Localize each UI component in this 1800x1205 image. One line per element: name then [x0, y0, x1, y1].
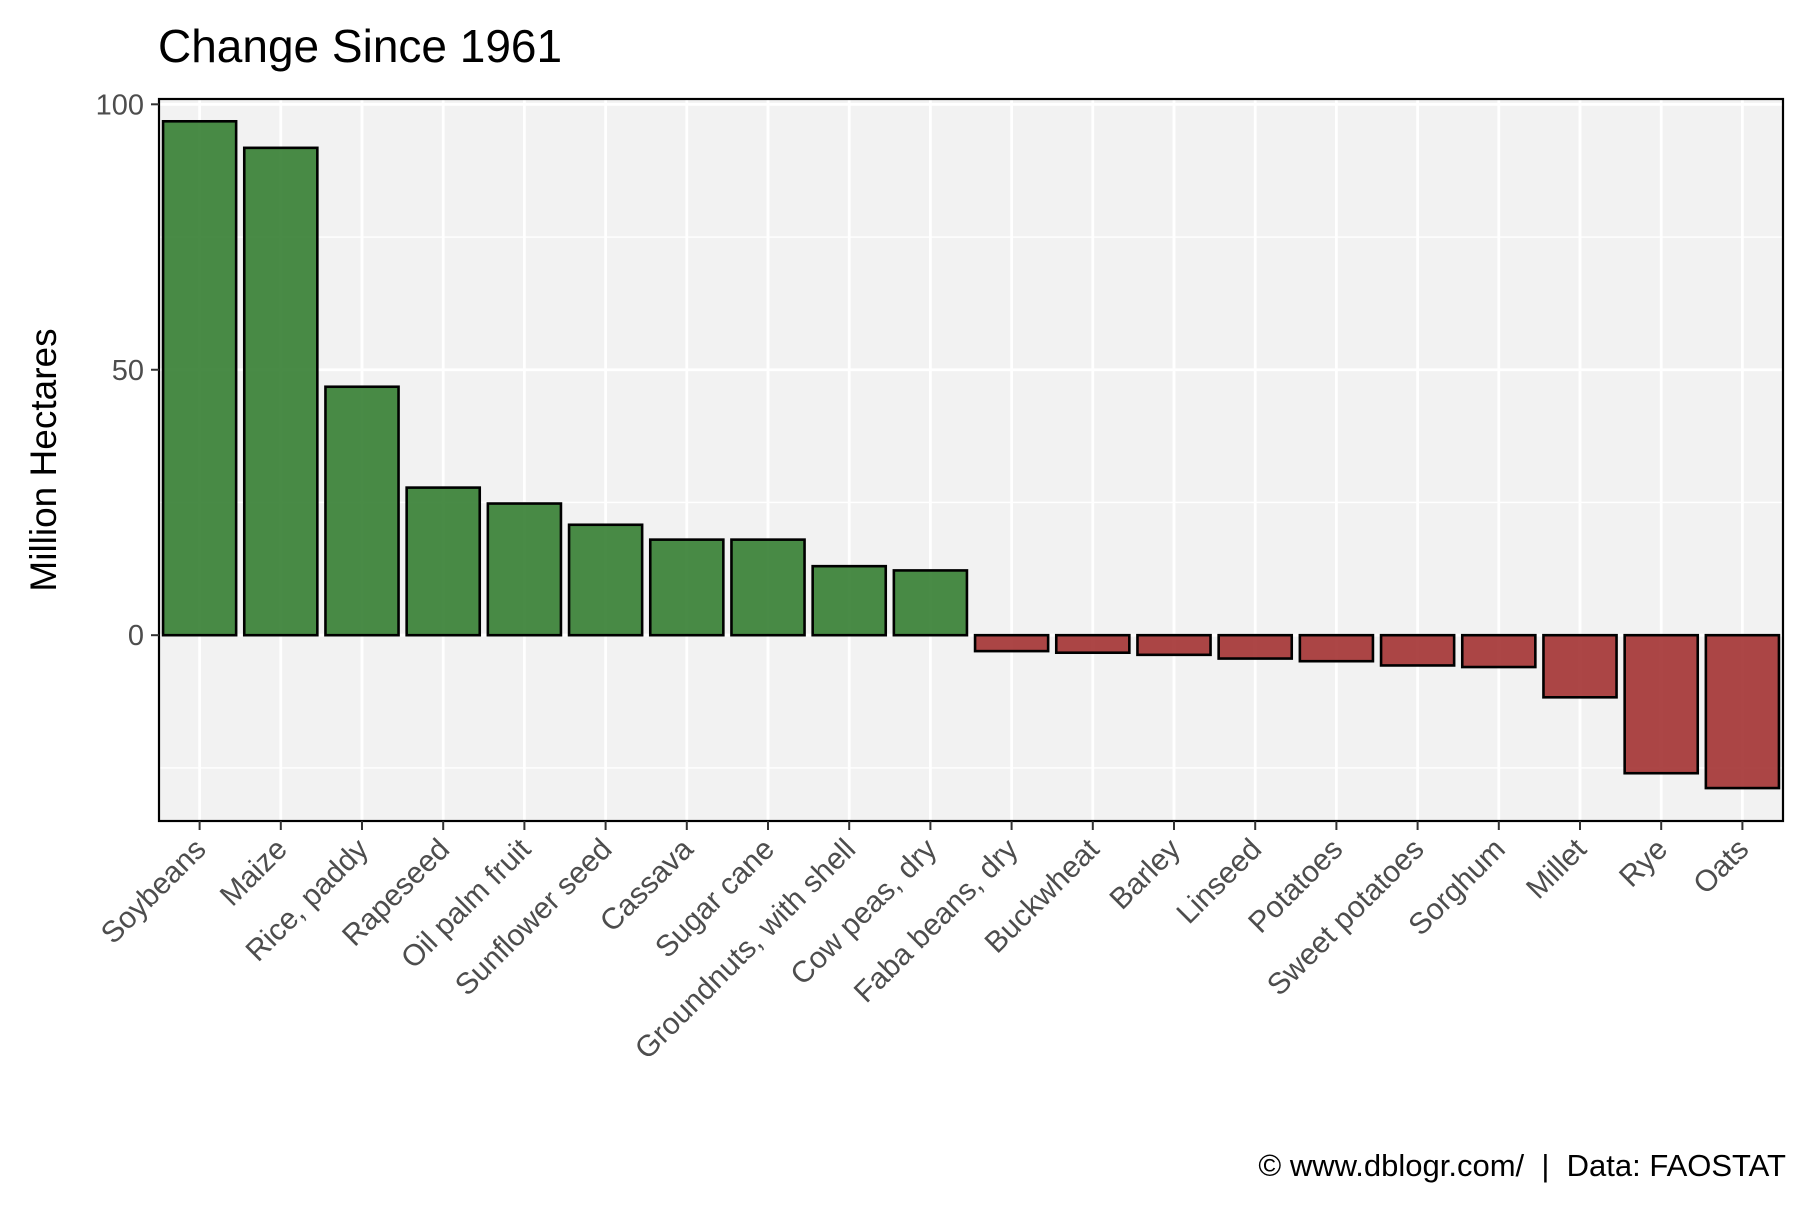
bar-oats — [1704, 633, 1781, 790]
source-caption: © www.dblogr.com/ | Data: FAOSTAT — [1258, 1148, 1786, 1183]
x-tick-label: Rye — [1613, 833, 1674, 894]
y-axis-label: Million Hectares — [23, 328, 64, 591]
bar-rye — [1623, 633, 1700, 775]
x-tick-label: Maize — [214, 833, 294, 913]
bar-rice-paddy — [324, 385, 400, 637]
bar-sugar-cane — [730, 538, 806, 637]
bar-sorghum — [1460, 633, 1537, 669]
bar-barley — [1136, 633, 1212, 657]
bars — [161, 119, 1781, 790]
x-tick-label: Millet — [1520, 832, 1593, 905]
bar-faba-beans-dry — [973, 633, 1050, 653]
bar-sweet-potatoes — [1379, 633, 1456, 667]
y-tick-label: 50 — [112, 355, 144, 387]
chart-title: Change Since 1961 — [158, 20, 562, 72]
bar-cow-peas-dry — [892, 569, 969, 637]
plot-panel — [159, 99, 1783, 821]
bar-potatoes — [1298, 633, 1375, 663]
grid-lines — [159, 99, 1783, 821]
bar-oil-palm-fruit — [486, 502, 563, 637]
bar-rapeseed — [405, 486, 482, 637]
bar-soybeans — [161, 119, 238, 637]
bar-groundnuts-with-shell — [811, 564, 888, 637]
bar-cassava — [648, 538, 725, 637]
x-tick-label: Oats — [1687, 833, 1755, 901]
bar-maize — [242, 146, 319, 637]
y-tick-label: 0 — [128, 620, 144, 652]
bar-sunflower-seed — [567, 523, 644, 637]
y-tick-label: 100 — [96, 89, 144, 121]
bar-linseed — [1217, 633, 1294, 660]
bar-buckwheat — [1054, 633, 1131, 655]
panel-border — [157, 97, 1785, 823]
x-tick-label: Soybeans — [95, 833, 213, 951]
x-tick-label: Cow peas, dry — [784, 833, 943, 992]
y-axis: 0 50 100 — [96, 89, 159, 652]
bar-millet — [1542, 633, 1618, 699]
